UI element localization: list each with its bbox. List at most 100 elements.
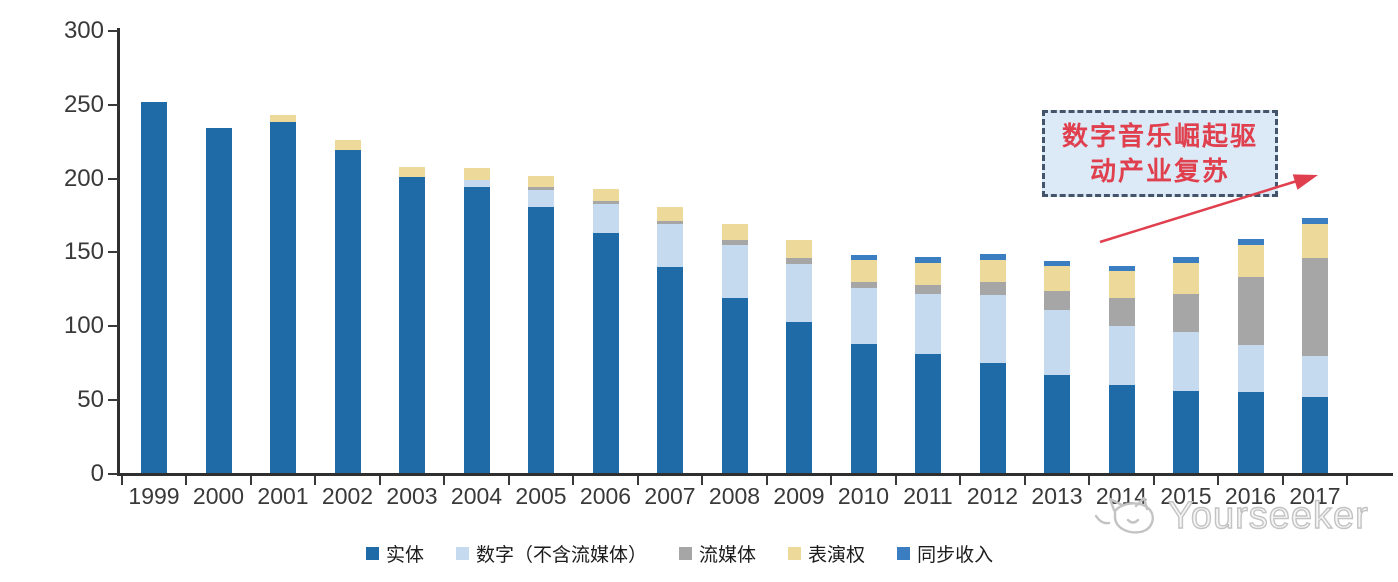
x-axis-tick xyxy=(1281,476,1284,485)
segment-physical xyxy=(1108,384,1135,474)
x-axis-label: 2002 xyxy=(321,483,374,509)
x-axis-label: 2017 xyxy=(1289,483,1341,509)
x-axis-label: 2006 xyxy=(579,483,632,509)
bar-2000 xyxy=(205,128,232,474)
legend-swatch-icon xyxy=(897,547,911,560)
segment-physical xyxy=(270,122,296,474)
y-axis-label: 200 xyxy=(63,164,104,192)
bar-1999 xyxy=(141,101,167,474)
y-axis-tick xyxy=(108,325,118,327)
segment-physical xyxy=(592,233,619,474)
x-axis-tick xyxy=(1346,476,1349,485)
x-axis-tick xyxy=(959,476,962,485)
segment-physical xyxy=(786,321,812,474)
segment-physical xyxy=(205,128,232,474)
segment-performance-rights xyxy=(334,140,361,151)
segment-performance-rights xyxy=(1108,271,1135,298)
x-axis-tick xyxy=(443,476,446,485)
segment-physical xyxy=(1173,390,1199,474)
y-axis-tick xyxy=(108,30,118,32)
bar-2012 xyxy=(979,253,1006,474)
segment-streaming xyxy=(528,187,554,191)
legend-label: 实体 xyxy=(386,545,425,566)
bar-2004 xyxy=(463,168,490,474)
segment-physical xyxy=(463,187,490,474)
segment-performance-rights xyxy=(1237,244,1264,278)
segment-performance-rights xyxy=(1044,265,1070,291)
x-axis-line xyxy=(117,473,1393,476)
y-axis-label: 150 xyxy=(63,238,104,266)
legend: 实体 数字（不含流媒体） 流媒体 表演权 同步收入 xyxy=(366,540,993,567)
segment-sync-revenue xyxy=(1173,256,1199,263)
segment-physical xyxy=(657,266,683,474)
segment-streaming xyxy=(1044,290,1070,310)
x-axis-label: 2013 xyxy=(1031,483,1083,509)
y-axis-line xyxy=(117,28,120,476)
y-axis-label: 250 xyxy=(63,90,104,118)
y-axis-tick xyxy=(108,251,118,254)
x-axis-tick xyxy=(249,476,252,485)
legend-swatch-icon xyxy=(679,547,693,560)
bar-2002 xyxy=(334,140,361,474)
segment-streaming xyxy=(592,200,619,204)
x-axis-tick xyxy=(1217,476,1220,485)
watermark-cat-logo-icon xyxy=(1094,496,1154,534)
legend-swatch-icon xyxy=(366,547,379,560)
legend-label: 流媒体 xyxy=(699,545,757,566)
bar-2001 xyxy=(270,115,296,474)
legend-item-sync-revenue: 同步收入 xyxy=(897,540,993,567)
y-axis-tick xyxy=(108,103,118,106)
legend-item-streaming: 流媒体 xyxy=(679,540,756,567)
segment-physical xyxy=(334,150,361,474)
x-axis-tick xyxy=(1023,476,1026,485)
watermark: Yourseeker xyxy=(1092,494,1369,544)
segment-streaming xyxy=(979,281,1006,296)
segment-digital-ex-streaming xyxy=(1173,331,1199,391)
bar-2010 xyxy=(850,255,877,474)
bar-2005 xyxy=(528,175,554,474)
x-axis-label: 2003 xyxy=(386,483,438,509)
bar-2015 xyxy=(1173,256,1199,474)
legend-label: 数字（不含流媒体） xyxy=(476,545,648,566)
y-axis-tick xyxy=(108,398,118,401)
segment-digital-ex-streaming xyxy=(786,264,812,322)
segment-performance-rights xyxy=(979,259,1006,282)
segment-streaming xyxy=(915,284,941,294)
x-axis-label: 2012 xyxy=(966,483,1019,509)
segment-streaming xyxy=(657,221,683,225)
segment-physical xyxy=(1237,392,1264,474)
y-axis-label: 0 xyxy=(90,459,104,487)
segment-streaming xyxy=(1302,258,1328,356)
bar-2011 xyxy=(915,256,941,474)
segment-performance-rights xyxy=(786,240,812,259)
bar-2007 xyxy=(657,206,683,474)
y-axis-tick xyxy=(108,177,118,180)
legend-swatch-icon xyxy=(456,547,470,560)
x-axis-tick xyxy=(378,476,381,485)
x-axis-tick xyxy=(1152,476,1155,485)
segment-streaming xyxy=(1173,293,1199,332)
segment-digital-ex-streaming xyxy=(1302,355,1328,397)
segment-physical xyxy=(850,343,877,474)
x-axis-label: 2009 xyxy=(773,483,825,509)
segment-digital-ex-streaming xyxy=(1237,345,1264,393)
segment-streaming xyxy=(850,281,877,288)
x-axis-label: 2016 xyxy=(1224,483,1277,509)
segment-digital-ex-streaming xyxy=(721,244,748,298)
segment-physical xyxy=(399,177,425,474)
segment-digital-ex-streaming xyxy=(657,224,683,267)
y-axis-label: 100 xyxy=(63,312,104,339)
segment-performance-rights xyxy=(528,175,554,188)
y-axis-tick xyxy=(108,472,118,475)
segment-sync-revenue xyxy=(1044,261,1070,266)
x-axis-label: 2007 xyxy=(644,483,696,509)
segment-streaming xyxy=(786,258,812,265)
x-axis-tick xyxy=(314,476,317,485)
y-axis-label: 300 xyxy=(63,17,104,44)
x-axis-tick xyxy=(185,476,188,485)
segment-physical xyxy=(721,297,748,474)
x-axis-tick xyxy=(830,476,833,485)
bar-2016 xyxy=(1237,239,1264,474)
bar-2003 xyxy=(399,166,425,474)
annotation-text-line2: 动产业复苏 xyxy=(1089,155,1230,186)
